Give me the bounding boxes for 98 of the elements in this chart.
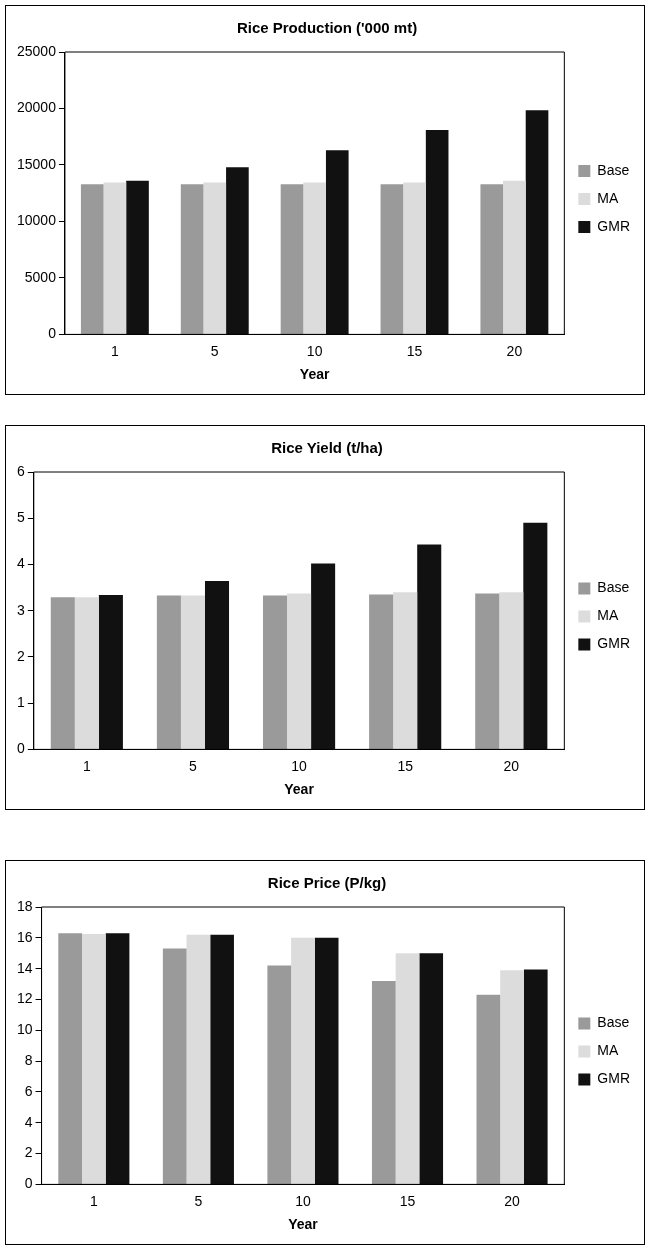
bar xyxy=(204,581,230,749)
y-tick-label: 2 xyxy=(16,647,25,664)
legend-label: MA xyxy=(597,189,619,206)
legend-label: Base xyxy=(597,1014,630,1031)
chart-title: Rice Production ('000 mt) xyxy=(236,19,418,37)
y-tick-label: 5000 xyxy=(24,268,57,285)
x-tick-label: 15 xyxy=(397,757,414,774)
bar xyxy=(371,980,396,1184)
bar xyxy=(395,953,420,1184)
bar xyxy=(417,544,442,749)
x-tick-label: 15 xyxy=(406,342,423,359)
bar xyxy=(523,522,548,749)
bar xyxy=(103,182,127,334)
bar xyxy=(50,597,75,749)
bar xyxy=(393,592,418,749)
x-tick-label: 10 xyxy=(291,757,308,774)
y-tick-label: 6 xyxy=(16,462,25,479)
x-tick-label: 20 xyxy=(506,342,523,359)
y-tick-label: 15000 xyxy=(16,155,57,172)
bar xyxy=(226,167,249,334)
y-tick-label: 4 xyxy=(16,555,25,572)
bar xyxy=(280,184,304,334)
bar xyxy=(303,182,326,334)
bar xyxy=(476,994,501,1184)
bar xyxy=(314,937,339,1184)
bar xyxy=(80,184,104,334)
x-tick-label: 1 xyxy=(82,757,91,774)
y-tick-label: 6 xyxy=(24,1082,33,1099)
bar xyxy=(369,594,394,749)
bar xyxy=(380,184,404,334)
chart-title: Rice Price (P/kg) xyxy=(267,874,387,892)
bar xyxy=(325,150,349,334)
y-tick-label: 0 xyxy=(16,740,25,757)
bar xyxy=(156,595,181,749)
chart-title: Rice Yield (t/ha) xyxy=(271,439,383,457)
x-tick-label: 10 xyxy=(306,342,323,359)
y-tick-label: 2 xyxy=(24,1144,33,1161)
bar xyxy=(500,970,524,1184)
x-tick-label: 5 xyxy=(210,342,219,359)
bar xyxy=(287,593,312,749)
legend-label: Base xyxy=(597,579,630,596)
bar xyxy=(58,933,82,1184)
y-tick-label: 18 xyxy=(16,897,33,914)
y-tick-label: 3 xyxy=(16,601,25,618)
y-tick-label: 20000 xyxy=(16,99,57,116)
y-tick-label: 12 xyxy=(16,990,33,1007)
bar xyxy=(162,948,187,1184)
y-tick-label: 10 xyxy=(16,1021,33,1038)
legend-label: MA xyxy=(597,607,619,624)
legend-label: MA xyxy=(597,1042,619,1059)
bar xyxy=(525,110,549,334)
bar xyxy=(291,937,315,1184)
bar xyxy=(98,594,123,749)
bar xyxy=(475,593,500,749)
x-axis-title: Year xyxy=(284,781,315,798)
bar xyxy=(105,933,130,1184)
bar xyxy=(403,182,426,334)
y-tick-label: 0 xyxy=(24,1175,33,1192)
y-tick-label: 16 xyxy=(16,928,33,945)
x-tick-label: 5 xyxy=(189,757,198,774)
y-tick-label: 10000 xyxy=(16,212,57,229)
bar xyxy=(503,180,526,334)
y-tick-label: 1 xyxy=(16,694,25,711)
bar xyxy=(425,129,449,334)
bar xyxy=(311,563,336,749)
y-tick-label: 4 xyxy=(24,1113,33,1130)
bar xyxy=(210,934,234,1184)
bar xyxy=(74,597,99,749)
bar xyxy=(126,180,149,334)
y-tick-label: 8 xyxy=(24,1051,33,1068)
bar xyxy=(180,184,204,334)
x-tick-label: 20 xyxy=(503,757,520,774)
x-tick-label: 1 xyxy=(89,1192,98,1209)
x-tick-label: 20 xyxy=(504,1192,521,1209)
x-tick-label: 10 xyxy=(295,1192,311,1209)
legend-label: GMR xyxy=(597,1070,631,1087)
legend-label: GMR xyxy=(597,635,631,652)
bar xyxy=(203,182,227,334)
x-tick-label: 15 xyxy=(399,1192,416,1209)
bar xyxy=(82,933,106,1184)
y-tick-label: 25000 xyxy=(16,42,57,59)
y-tick-label: 0 xyxy=(48,325,57,342)
legend-label: GMR xyxy=(597,217,631,234)
x-axis-title: Year xyxy=(288,1216,319,1233)
bar xyxy=(523,969,548,1184)
bar xyxy=(267,965,292,1184)
bar xyxy=(480,184,504,334)
x-tick-label: 5 xyxy=(194,1192,203,1209)
bar xyxy=(499,592,524,749)
legend-label: Base xyxy=(597,161,630,178)
x-axis-title: Year xyxy=(299,366,330,383)
bar xyxy=(262,595,288,749)
y-tick-label: 14 xyxy=(16,959,33,976)
y-tick-label: 5 xyxy=(16,509,25,526)
x-tick-label: 1 xyxy=(110,342,119,359)
bar xyxy=(180,595,205,749)
bar xyxy=(186,934,211,1184)
bar xyxy=(419,953,444,1184)
